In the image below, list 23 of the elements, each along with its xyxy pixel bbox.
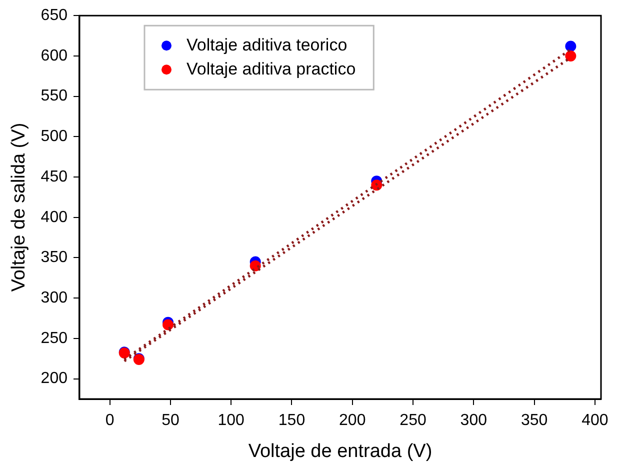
y-tick-label: 650: [40, 7, 68, 24]
y-tick-label: 400: [40, 208, 68, 226]
x-axis-title: Voltaje de entrada (V): [248, 440, 432, 462]
y-tick-label: 450: [40, 168, 68, 186]
y-tick-label: 350: [40, 249, 68, 266]
legend-label: Voltaje aditiva practico: [186, 59, 356, 78]
x-tick-label: 250: [400, 412, 426, 430]
y-axis-title: Voltaje de salida (V): [8, 122, 30, 292]
x-tick-label: 150: [278, 412, 306, 430]
legend-label: Voltaje aditiva teorico: [186, 35, 348, 54]
y-tick-label: 250: [40, 330, 68, 347]
y-tick-label: 500: [40, 128, 68, 146]
x-tick-label: 0: [105, 412, 114, 430]
y-tick-label: 550: [40, 88, 68, 105]
x-tick-label: 200: [339, 412, 366, 430]
y-tick-label: 600: [40, 47, 68, 64]
x-tick-label: 400: [582, 412, 608, 430]
y-tick-label: 200: [40, 370, 68, 388]
x-tick-label: 100: [218, 412, 245, 430]
x-tick-label: 350: [520, 412, 548, 430]
x-tick-label: 300: [460, 412, 488, 430]
x-tick-label: 50: [162, 412, 180, 430]
y-tick-label: 300: [40, 290, 68, 307]
